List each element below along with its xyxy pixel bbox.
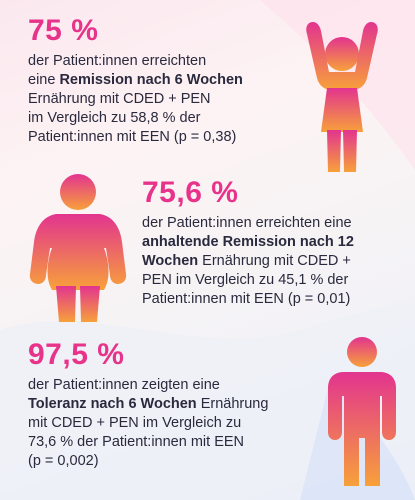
stat-1-line-2-bold: Remission nach 6 Wochen (59, 72, 243, 88)
stat-1-line-3: Ernährung mit CDED + PEN (28, 91, 211, 107)
stat-text-2: der Patient:innen erreichten eine anhalt… (142, 214, 354, 309)
stat-3-line-2-bold: Toleranz nach 6 Wochen (28, 396, 197, 412)
stat-value-3: 97,5 % (28, 338, 125, 371)
stat-2-line-3-rest: Ernährung mit CDED + (198, 253, 351, 269)
stat-2-line-3-bold: Wochen (142, 253, 199, 269)
stat-3-line-4: 73,6 % der Patient:innen mit EEN (28, 434, 245, 450)
stat-1-line-4: im Vergleich zu 58,8 % der (28, 110, 201, 126)
stat-1-line-2-pre: eine (28, 72, 60, 88)
stat-2-line-5: Patient:innen mit EEN (p = 0,01) (142, 291, 351, 307)
person-plump-icon (29, 174, 127, 322)
stat-value-1: 75 % (28, 14, 99, 47)
person-arms-raised-icon (306, 22, 378, 172)
stat-3-line-2-rest: Ernährung (196, 396, 269, 412)
stat-2-line-4: PEN im Vergleich zu 45,1 % der (142, 272, 349, 288)
stat-1-line-1: der Patient:innen erreichten (28, 53, 207, 69)
stat-text-1: der Patient:innen erreichten eine Remiss… (28, 52, 243, 147)
stat-text-3: der Patient:innen zeigten eine Toleranz … (28, 376, 268, 471)
stat-2-line-2-bold: anhaltende Remission nach 12 (142, 234, 354, 250)
stat-value-2: 75,6 % (142, 176, 239, 209)
stat-3-line-1: der Patient:innen zeigten eine (28, 377, 220, 393)
stat-block-2: 75,6 % der Patient:innen erreichten eine… (142, 176, 354, 309)
stat-3-line-3: mit CDED + PEN im Vergleich zu (28, 415, 242, 431)
stat-block-1: 75 % der Patient:innen erreichten eine R… (28, 14, 243, 147)
stat-2-line-1: der Patient:innen erreichten eine (142, 215, 352, 231)
stat-block-3: 97,5 % der Patient:innen zeigten eine To… (28, 338, 268, 471)
stat-1-line-5: Patient:innen mit EEN (p = 0,38) (28, 129, 237, 145)
stat-3-line-5: (p = 0,002) (28, 453, 99, 469)
person-standing-icon (328, 337, 396, 486)
